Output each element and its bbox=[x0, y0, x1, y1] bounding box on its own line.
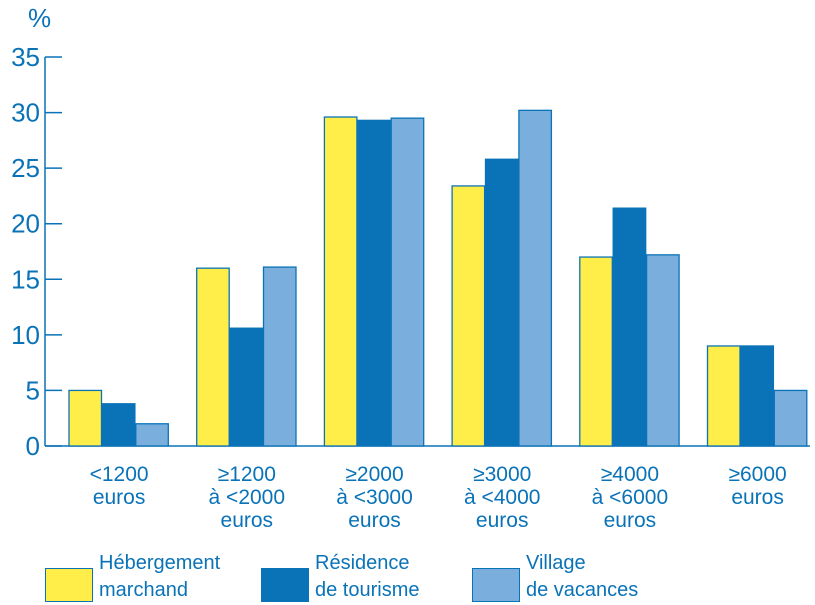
bar-2-2 bbox=[229, 327, 264, 447]
x-category-label: ≥3000 bbox=[473, 463, 531, 486]
y-tick-label: 25 bbox=[11, 153, 40, 183]
x-category-label: à <6000 bbox=[592, 486, 669, 509]
y-tick-label: 10 bbox=[11, 320, 40, 350]
y-tick-label: 35 bbox=[11, 42, 40, 72]
x-category-label: euros bbox=[731, 486, 784, 509]
x-category-label: à <3000 bbox=[336, 486, 413, 509]
legend-swatch bbox=[261, 568, 309, 602]
bar-1-1 bbox=[68, 389, 103, 447]
bar-1-4 bbox=[451, 185, 486, 447]
legend: Hébergement marchand Résidence de tourisme V… bbox=[0, 550, 815, 605]
x-category-label: <1200 bbox=[90, 463, 149, 486]
legend-label: Village bbox=[526, 552, 586, 574]
y-tick-label: 30 bbox=[11, 98, 40, 128]
bar-3-6 bbox=[773, 389, 808, 447]
legend-label: Hébergement bbox=[99, 552, 221, 574]
x-category-label: ≥1200 bbox=[218, 463, 276, 486]
bar-3-3 bbox=[390, 117, 425, 447]
y-tick-label: 0 bbox=[26, 431, 40, 461]
bar-2-4 bbox=[484, 158, 519, 447]
x-category-label: à <2000 bbox=[209, 486, 286, 509]
bar-1-2 bbox=[196, 267, 230, 447]
x-category-label: euros bbox=[604, 509, 657, 532]
bar-2-3 bbox=[357, 119, 391, 447]
bar-2-6 bbox=[740, 345, 775, 447]
bar-2-1 bbox=[101, 403, 136, 447]
bar-1-3 bbox=[323, 116, 358, 447]
y-tick-label: 5 bbox=[26, 375, 40, 405]
x-category-label: ≥6000 bbox=[728, 463, 786, 486]
bar-3-5 bbox=[645, 254, 680, 447]
x-category-label: ≥4000 bbox=[601, 463, 659, 486]
bar-3-2 bbox=[262, 266, 297, 447]
y-tick-label: 15 bbox=[11, 264, 40, 294]
x-category-label: euros bbox=[221, 509, 274, 532]
y-axis: 0 5 10 15 20 25 30 35 bbox=[11, 42, 62, 461]
y-tick-label: 20 bbox=[11, 209, 40, 239]
legend-label: de vacances bbox=[526, 579, 639, 601]
x-category-label: ≥2000 bbox=[345, 463, 403, 486]
bar-1-6 bbox=[706, 345, 741, 447]
x-category-label: euros bbox=[476, 509, 529, 532]
bars bbox=[68, 109, 808, 447]
legend-swatch bbox=[472, 568, 520, 602]
x-category-label: à <4000 bbox=[464, 486, 541, 509]
legend-swatch bbox=[45, 568, 93, 602]
y-axis-unit-label: % bbox=[28, 3, 51, 33]
bar-2-5 bbox=[612, 207, 647, 447]
bar-3-1 bbox=[135, 423, 169, 447]
x-category-label: euros bbox=[93, 486, 146, 509]
bar-1-5 bbox=[579, 256, 613, 447]
legend-label: Résidence bbox=[315, 552, 410, 574]
legend-label: de tourisme bbox=[315, 579, 420, 601]
x-category-label: euros bbox=[348, 509, 401, 532]
legend-label: marchand bbox=[99, 579, 188, 601]
bar-3-4 bbox=[518, 109, 553, 447]
